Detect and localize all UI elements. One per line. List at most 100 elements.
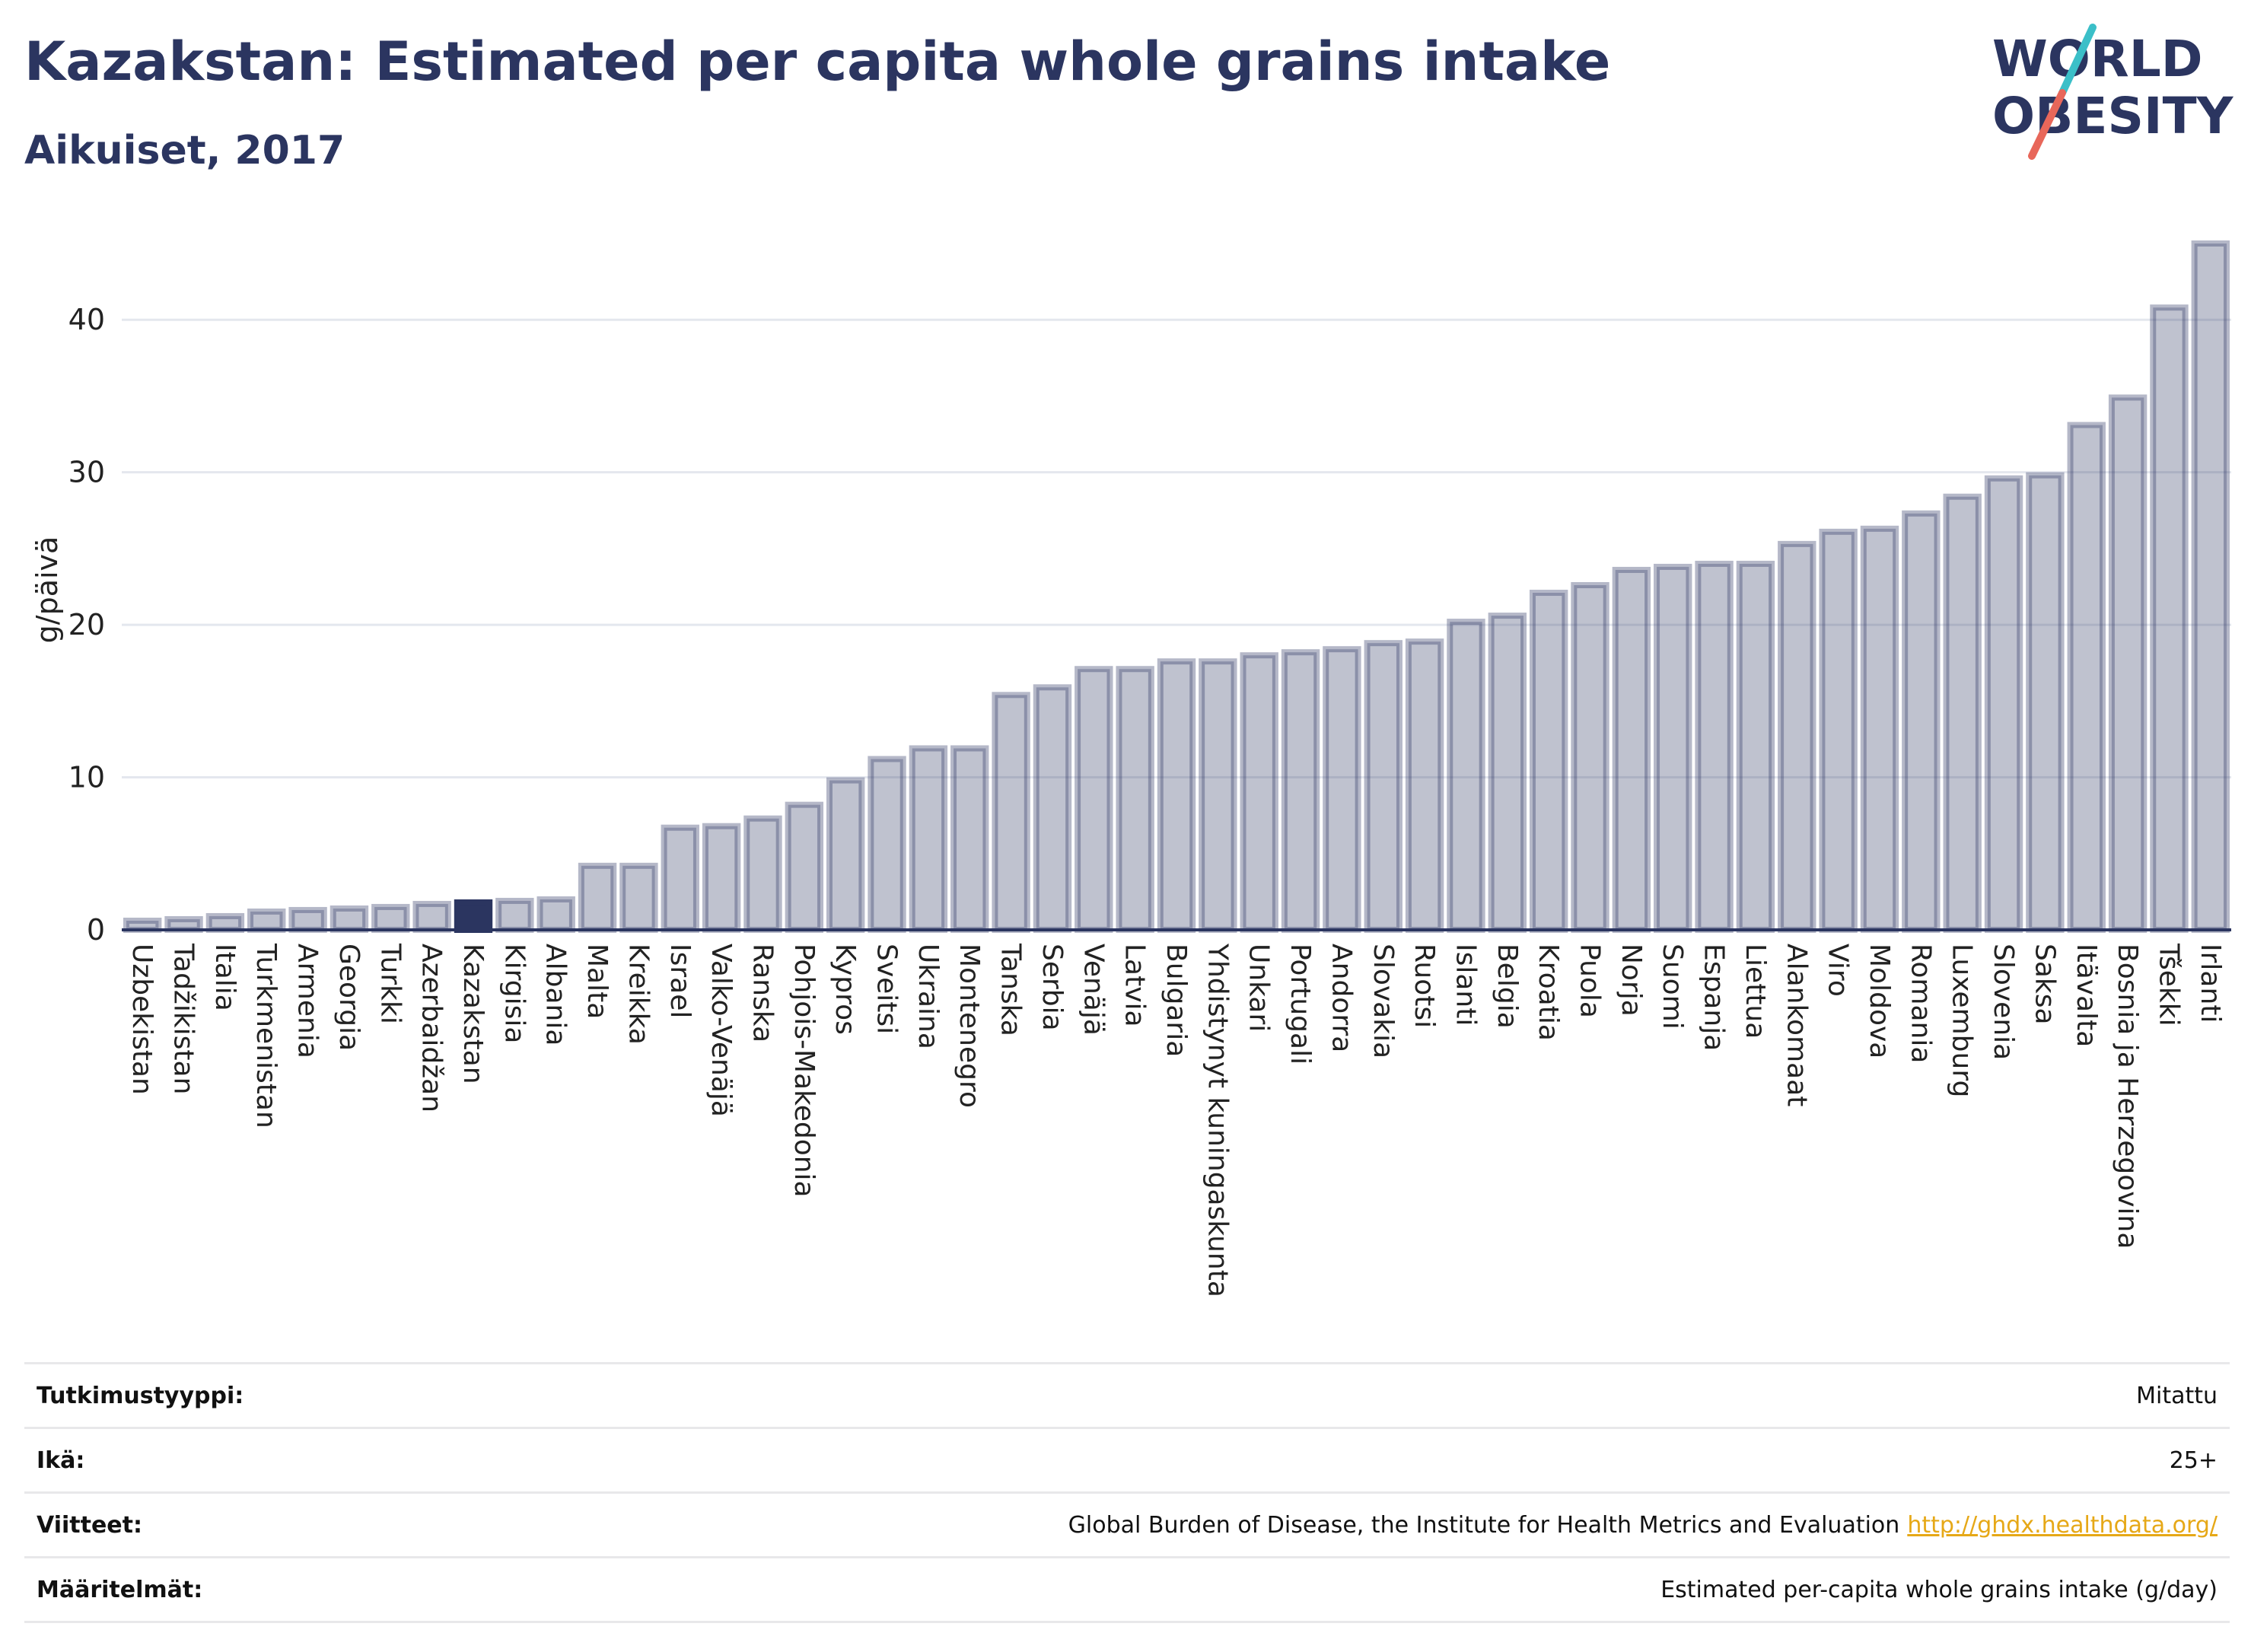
info-value: Estimated per-capita whole grains intake… [1660,1576,2218,1603]
bar-tanska [992,692,1030,933]
x-tick-label: Serbia [1036,944,1068,1031]
chart-subtitle: Aikuiset, 2017 [24,128,345,173]
x-tick-label: Liettua [1740,944,1771,1039]
info-row-study-type: Tutkimustyyppi: Mitattu [24,1364,2230,1429]
x-tick-label: Norja [1616,944,1647,1017]
y-tick-label: 10 [68,761,105,794]
y-tick-label: 20 [68,608,105,641]
x-tick-label: Kirgisia [498,944,530,1043]
bar-valko-ven-j- [702,823,741,933]
bar-israel [661,824,699,934]
y-axis-label: g/päivä [30,536,64,644]
x-tick-label: Georgia [333,944,365,1051]
x-tick-label: Slovakia [1367,944,1399,1058]
x-tick-label: Venäjä [1078,944,1109,1036]
bar-ukraina [909,745,948,934]
bar-turkki [371,903,410,934]
x-tick-label: Tanska [995,943,1027,1036]
bar-sveitsi [868,756,906,933]
bar-t-ekki [2150,304,2189,934]
bar-latvia [1116,666,1154,933]
grid-lines [122,318,2231,779]
bar-andorra [1323,646,1361,934]
reference-link[interactable]: http://ghdx.healthdata.org/ [1907,1511,2218,1539]
bar-yhdistynyt-kuningaskunta [1199,658,1237,933]
bar-albania [536,896,575,934]
x-tick-label: Italia [209,944,240,1011]
info-value: 25+ [2169,1447,2218,1474]
x-tick-label: Espanja [1699,944,1730,1051]
x-tick-label: Portugali [1285,944,1316,1065]
x-tick-label: Uzbekistan [126,944,158,1095]
bar-kypros [826,777,865,934]
x-tick-label: Valko-Venäjä [705,944,737,1117]
logo-line2: OBESITY [1992,87,2234,145]
x-tick-label: Ranska [747,944,778,1042]
world-obesity-logo: WORLD OBESITY [1992,24,2234,160]
bar-slovakia [1364,640,1402,933]
bar-unkari [1240,652,1278,933]
bar-armenia [288,906,327,934]
logo-slash-teal [2058,24,2097,97]
info-label: Viitteet: [37,1511,142,1539]
bar-bosnia-ja-herzegovina [2108,394,2148,933]
bar-moldova [1860,525,1899,933]
logo-line1: WORLD [1992,30,2203,88]
bar-turkmenistan [247,908,286,933]
x-tick-label: Armenia [292,944,323,1058]
bar-it-valta [2067,422,2106,933]
bar-pohjois-makedonia [785,801,824,933]
bar-kazakstan [454,899,493,934]
x-tick-label: Malta [581,944,613,1019]
info-label: Määritelmät: [37,1576,203,1603]
info-value-group: Global Burden of Disease, the Institute … [1068,1512,2218,1539]
bar-saksa [2026,472,2065,933]
x-tick-label: Suomi [1657,944,1688,1030]
x-tick-label: Albania [540,944,572,1046]
info-table: Tutkimustyyppi: Mitattu Ikä: 25+ Viittee… [24,1362,2230,1623]
x-tick-label: Slovenia [1988,944,2019,1060]
info-label: Ikä: [37,1447,85,1474]
info-row-definitions: Määritelmät: Estimated per-capita whole … [24,1558,2230,1623]
x-tick-label: Sveitsi [871,944,903,1034]
x-tick-label: Turkki [374,943,406,1024]
x-tick-label: Bosnia ja Herzegovina [2112,944,2143,1249]
bar-alankomaat [1778,540,1816,933]
chart-title: Kazakstan: Estimated per capita whole gr… [24,30,1611,93]
bar-montenegro [950,745,989,934]
bar-malta [578,862,617,934]
bar-irlanti [2191,240,2230,933]
x-tick-label: Irlanti [2195,944,2226,1023]
x-tick-label: Turkmenistan [250,943,282,1128]
bar-kreikka [619,862,658,934]
x-tick-label: Alankomaat [1781,944,1812,1106]
bar-kirgisia [495,897,534,933]
bar-bulgaria [1157,658,1196,933]
bar-chart: 0 10 20 30 40 Uzbekistan Tadžikistan Italia Tur… [30,240,2231,1297]
x-tick-label: Saksa [2029,944,2060,1025]
x-tick-label: Viro [1823,944,1854,997]
bar-luxemburg [1943,493,1982,933]
bar-liettua [1736,560,1775,934]
x-tick-label: Islanti [1450,944,1481,1026]
info-value: Mitattu [2136,1382,2218,1409]
x-tick-label: Montenegro [954,944,985,1108]
x-tick-label: Belgia [1492,944,1523,1029]
y-tick-label: 30 [68,456,105,489]
bar-serbia [1033,684,1072,933]
bar-espanja [1695,560,1734,934]
x-tick-label: Kroatia [1533,944,1564,1041]
info-row-references: Viitteet: Global Burden of Disease, the … [24,1494,2230,1558]
x-tick-label: Ruotsi [1409,944,1440,1028]
x-tick-label: Kreikka [622,944,654,1045]
x-tick-label: Romania [1905,944,1936,1063]
bar-belgia [1488,613,1527,934]
x-tick-label: Luxemburg [1947,944,1978,1097]
x-tick-label: Andorra [1326,944,1357,1052]
bar-viro [1819,528,1858,933]
x-tick-label: Tadžikistan [168,943,199,1094]
y-tick-label: 0 [87,913,105,947]
bar-portugali [1281,649,1320,933]
bar-ranska [743,815,782,933]
x-tick-label: Yhdistynyt kuningaskunta [1202,943,1233,1297]
